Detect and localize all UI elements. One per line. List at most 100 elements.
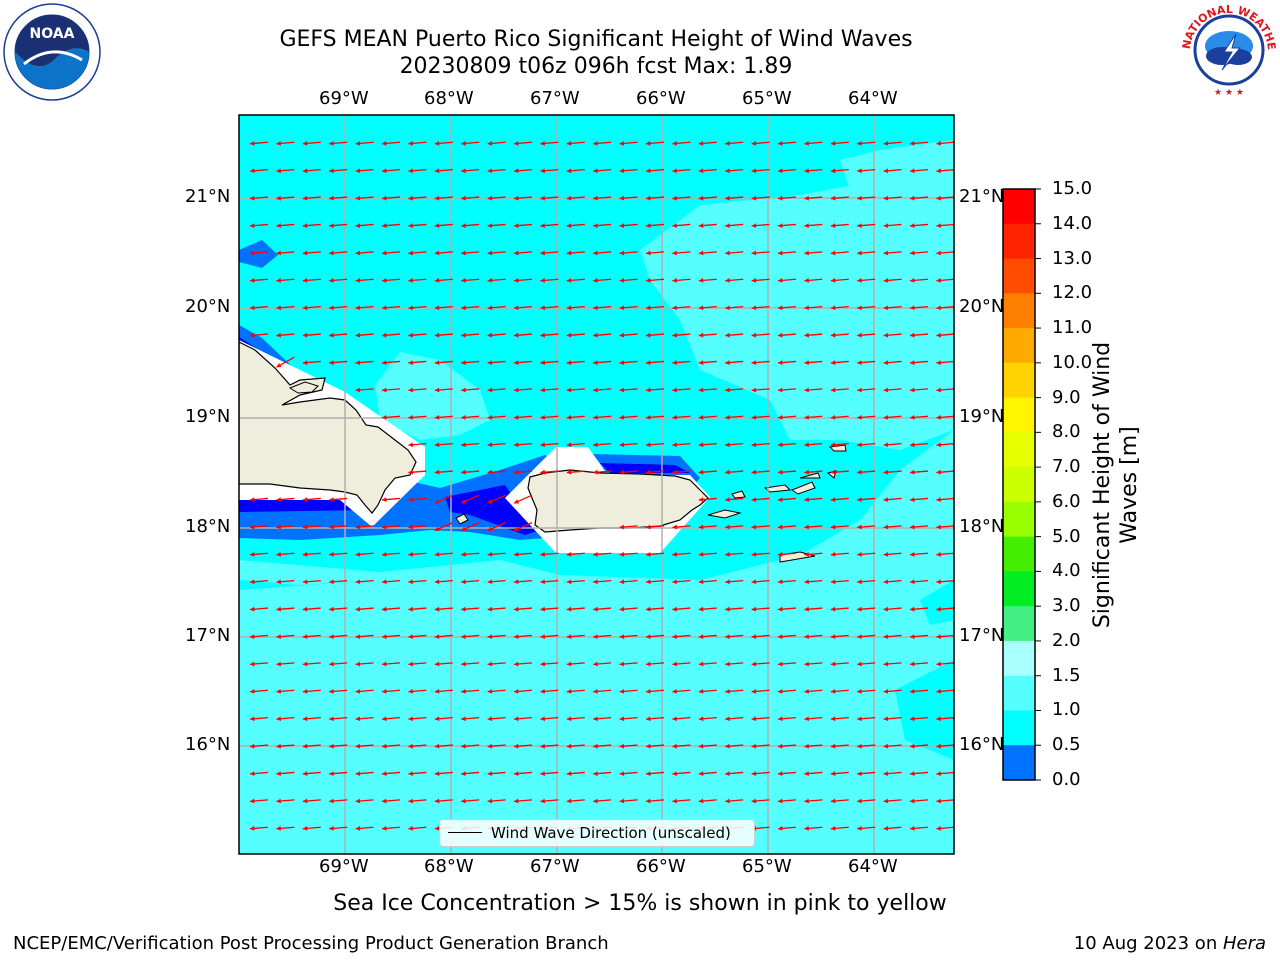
wave-direction-arrowhead [830, 305, 836, 311]
wave-direction-arrowhead [461, 526, 467, 532]
lat-label-right-18n: 18°N [959, 516, 1005, 537]
wave-direction-arrowhead [936, 387, 941, 393]
wave-direction-arrowhead [936, 551, 941, 557]
wave-direction-arrowhead [751, 387, 757, 393]
wave-direction-arrowhead [672, 140, 677, 146]
wave-direction-arrowhead [804, 606, 809, 612]
wave-direction-arrowhead [593, 332, 598, 338]
colorbar-frame [1002, 188, 1036, 781]
wave-direction-arrowhead [778, 634, 783, 639]
footer-date: 10 Aug 2023 on Hera [1074, 933, 1266, 954]
wave-direction-arrowhead [329, 688, 334, 694]
wave-direction-arrowhead [830, 497, 836, 502]
wave-direction-arrowhead [910, 305, 915, 311]
wave-direction-arrowhead [910, 606, 915, 612]
colorbar-segment [1003, 640, 1035, 677]
wave-direction-arrowhead [725, 497, 730, 502]
wave-direction-arrowhead [382, 771, 387, 776]
wave-direction-arrowhead [936, 469, 941, 475]
wave-direction-arrowhead [408, 250, 413, 256]
wave-direction-arrowhead [329, 771, 334, 776]
lat-label-left-17n: 17°N [185, 625, 231, 646]
wave-direction-arrowhead [619, 579, 625, 585]
wave-direction-arrowhead [329, 551, 334, 557]
colorbar-segment [1003, 536, 1035, 572]
wave-direction-arrowhead [434, 305, 440, 311]
wave-direction-arrowhead [883, 716, 889, 722]
colorbar-segment [1003, 223, 1035, 260]
wave-direction-arrowhead [804, 688, 809, 694]
wave-direction-arrowhead [672, 634, 677, 639]
wave-direction-arrowhead [936, 277, 941, 283]
wave-direction-arrowhead [883, 771, 889, 776]
wave-direction-arrowhead [329, 277, 334, 283]
wave-direction-arrowhead [355, 360, 361, 365]
wave-direction-arrowhead [672, 798, 677, 804]
wave-direction-arrowhead [646, 469, 651, 475]
wave-direction-arrowhead [936, 195, 941, 201]
wave-direction-arrowhead [883, 195, 889, 201]
wave-direction-arrowhead [487, 688, 493, 694]
colorbar-level-label: 6.0 [1052, 490, 1081, 512]
wave-direction-arrowhead [857, 387, 862, 393]
wave-direction-arrowhead [461, 277, 466, 283]
wave-direction-arrowhead [725, 606, 730, 612]
wave-direction-arrowhead [857, 771, 862, 776]
wave-direction-arrowhead [540, 771, 545, 776]
wave-direction-arrowhead [883, 634, 889, 639]
wave-direction-arrowhead [830, 798, 836, 804]
wave-direction-arrowhead [461, 688, 466, 694]
wave-direction-arrowhead [382, 825, 387, 831]
wave-direction-arrowhead [593, 798, 598, 804]
wave-direction-arrowhead [778, 360, 783, 365]
wave-direction-arrowhead [329, 743, 334, 749]
puerto-rico-landmass [527, 469, 709, 533]
wave-direction-arrowhead [461, 360, 466, 365]
wave-direction-arrowhead [804, 332, 809, 338]
wave-direction-arrowhead [276, 332, 281, 338]
wave-direction-arrowhead [830, 825, 836, 831]
wave-direction-arrowhead [804, 524, 809, 530]
wave-direction-arrowhead [566, 661, 572, 667]
wave-direction-arrowhead [593, 661, 598, 667]
wave-direction-arrowhead [619, 195, 625, 201]
wave-direction-arrowhead [778, 497, 783, 502]
wave-direction-arrowhead [250, 825, 255, 831]
wave-direction-arrowhead [698, 524, 704, 530]
wave-direction-arrowhead [434, 526, 440, 532]
wave-direction-arrowhead [646, 332, 651, 338]
wave-direction-arrowhead [434, 168, 440, 174]
wave-direction-arrowhead [751, 579, 757, 585]
wave-direction-arrowhead [382, 195, 387, 201]
wave-direction-arrowhead [672, 469, 677, 475]
wave-direction-arrowhead [804, 497, 809, 502]
wave-direction-arrowhead [725, 332, 730, 338]
wave-direction-arrowhead [857, 524, 862, 530]
lon-label-bottom-68w: 68°W [424, 856, 474, 877]
wave-direction-arrowhead [672, 606, 677, 612]
wave-direction-arrowhead [276, 524, 281, 530]
wave-direction-arrowhead [566, 688, 572, 694]
wave-direction-arrowhead [329, 661, 334, 667]
wave-direction-arrow [382, 855, 400, 857]
wave-direction-arrowhead [355, 688, 361, 694]
wave-direction-arrowhead [830, 387, 836, 393]
wave-direction-arrowhead [672, 414, 677, 420]
wave-direction-arrowhead [804, 661, 809, 667]
wave-direction-arrowhead [883, 277, 889, 283]
wave-direction-arrowhead [646, 688, 651, 694]
wave-direction-arrowhead [355, 168, 361, 174]
wave-direction-arrowhead [540, 277, 545, 283]
wave-direction-arrowhead [804, 250, 809, 256]
wave-direction-arrowhead [434, 414, 440, 420]
wave-direction-arrowhead [619, 743, 625, 749]
wave-direction-arrow [620, 855, 638, 857]
wave-direction-arrowhead [751, 140, 757, 146]
wave-direction-arrowhead [250, 579, 255, 585]
wave-direction-arrowhead [778, 743, 783, 749]
wave-direction-arrowhead [514, 360, 519, 365]
wave-direction-arrowhead [540, 688, 545, 694]
wave-direction-arrowhead [514, 743, 519, 749]
wave-direction-arrowhead [593, 360, 598, 365]
wave-direction-arrowhead [408, 332, 413, 338]
